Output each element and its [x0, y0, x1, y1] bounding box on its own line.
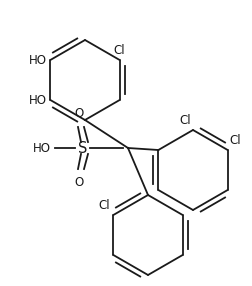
Text: O: O [74, 107, 83, 120]
Text: Cl: Cl [98, 199, 110, 212]
Text: Cl: Cl [179, 114, 190, 127]
Text: HO: HO [29, 94, 47, 106]
Text: Cl: Cl [229, 134, 240, 147]
Text: HO: HO [29, 53, 47, 67]
Text: Cl: Cl [113, 44, 125, 57]
Text: S: S [78, 140, 87, 156]
Text: O: O [74, 176, 83, 189]
Text: HO: HO [33, 142, 51, 154]
